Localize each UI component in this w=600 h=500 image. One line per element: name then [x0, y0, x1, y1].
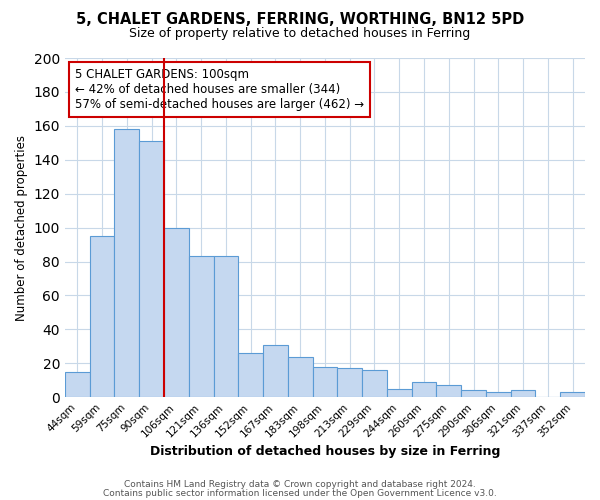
Text: Size of property relative to detached houses in Ferring: Size of property relative to detached ho…	[130, 28, 470, 40]
Bar	[337, 368, 362, 397]
Bar	[560, 392, 585, 397]
Bar	[412, 382, 436, 397]
Text: 5, CHALET GARDENS, FERRING, WORTHING, BN12 5PD: 5, CHALET GARDENS, FERRING, WORTHING, BN…	[76, 12, 524, 28]
Y-axis label: Number of detached properties: Number of detached properties	[15, 134, 28, 320]
Text: 5 CHALET GARDENS: 100sqm
← 42% of detached houses are smaller (344)
57% of semi-: 5 CHALET GARDENS: 100sqm ← 42% of detach…	[76, 68, 364, 111]
Bar	[89, 236, 115, 397]
Bar	[387, 388, 412, 397]
Bar	[214, 256, 238, 397]
Bar	[313, 366, 337, 397]
Text: Contains HM Land Registry data © Crown copyright and database right 2024.: Contains HM Land Registry data © Crown c…	[124, 480, 476, 489]
Bar	[436, 386, 461, 397]
Bar	[263, 344, 288, 397]
Bar	[115, 129, 139, 397]
Bar	[65, 372, 89, 397]
Bar	[139, 141, 164, 397]
Bar	[238, 353, 263, 397]
Bar	[189, 256, 214, 397]
Bar	[164, 228, 189, 397]
Text: Contains public sector information licensed under the Open Government Licence v3: Contains public sector information licen…	[103, 489, 497, 498]
Bar	[486, 392, 511, 397]
X-axis label: Distribution of detached houses by size in Ferring: Distribution of detached houses by size …	[150, 444, 500, 458]
Bar	[511, 390, 535, 397]
Bar	[362, 370, 387, 397]
Bar	[461, 390, 486, 397]
Bar	[288, 356, 313, 397]
